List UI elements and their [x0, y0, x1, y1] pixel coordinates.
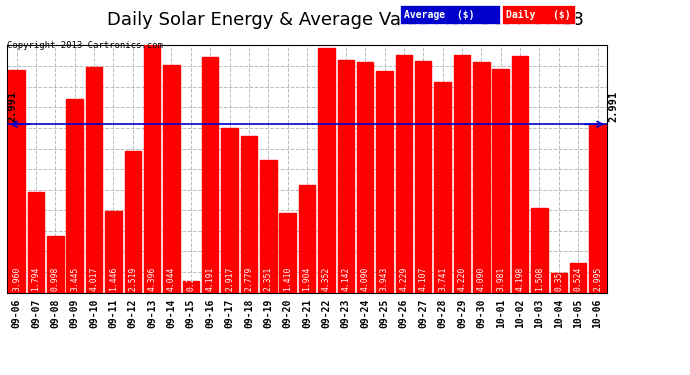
Bar [357, 62, 373, 292]
Text: 4.090: 4.090 [477, 267, 486, 291]
Text: 4.198: 4.198 [515, 267, 524, 291]
Bar [202, 57, 219, 292]
Text: 4.107: 4.107 [419, 267, 428, 291]
Text: 3.981: 3.981 [496, 267, 505, 291]
Text: 1.794: 1.794 [32, 267, 41, 291]
Text: Daily Solar Energy & Average Value Mon Oct 7 07:18: Daily Solar Energy & Average Value Mon O… [107, 11, 583, 29]
Bar [279, 213, 296, 292]
Bar [435, 82, 451, 292]
Bar [512, 56, 529, 292]
Bar [531, 208, 548, 292]
Text: 1.446: 1.446 [109, 267, 118, 291]
Text: 4.191: 4.191 [206, 267, 215, 291]
Bar [551, 273, 567, 292]
Text: Copyright 2013 Cartronics.com: Copyright 2013 Cartronics.com [7, 41, 163, 50]
Bar [493, 69, 509, 292]
Bar [47, 236, 63, 292]
Bar [570, 263, 586, 292]
Text: 4.044: 4.044 [167, 267, 176, 291]
Text: 1.508: 1.508 [535, 267, 544, 291]
Bar [299, 185, 315, 292]
Text: Daily   ($): Daily ($) [506, 10, 571, 20]
Text: 4.220: 4.220 [457, 267, 466, 291]
Bar [144, 45, 160, 292]
Text: 4.017: 4.017 [90, 267, 99, 291]
Text: 3.741: 3.741 [438, 267, 447, 291]
Text: 0.524: 0.524 [573, 267, 582, 291]
Text: 2.917: 2.917 [225, 267, 234, 291]
Bar [124, 151, 141, 292]
Bar [86, 66, 102, 292]
Bar [473, 62, 490, 292]
Bar [415, 62, 431, 292]
Text: 4.229: 4.229 [400, 267, 408, 291]
Bar [260, 160, 277, 292]
Bar [183, 281, 199, 292]
Bar [376, 71, 393, 292]
Bar [318, 48, 335, 292]
Bar [28, 192, 44, 292]
Text: 4.352: 4.352 [322, 267, 331, 291]
Bar [454, 55, 470, 292]
Text: 2.995: 2.995 [593, 267, 602, 291]
Text: 0.351: 0.351 [554, 267, 563, 291]
Text: 0.998: 0.998 [51, 267, 60, 291]
Bar [105, 211, 121, 292]
Bar [589, 124, 606, 292]
Text: 3.445: 3.445 [70, 267, 79, 291]
Text: 2.351: 2.351 [264, 267, 273, 291]
Text: 2.991: 2.991 [608, 91, 618, 122]
Text: 3.960: 3.960 [12, 267, 21, 291]
Text: 0.203: 0.203 [186, 267, 195, 291]
Bar [66, 99, 83, 292]
Bar [164, 65, 179, 292]
Text: 2.991: 2.991 [8, 91, 18, 122]
Bar [8, 70, 25, 292]
Text: 4.396: 4.396 [148, 267, 157, 291]
Text: Average  ($): Average ($) [404, 10, 474, 20]
Bar [337, 60, 354, 292]
Text: 1.410: 1.410 [283, 267, 292, 291]
Bar [241, 136, 257, 292]
Bar [395, 55, 412, 292]
Text: 2.519: 2.519 [128, 267, 137, 291]
Bar [221, 128, 238, 292]
Text: 1.904: 1.904 [302, 267, 312, 291]
Text: 3.943: 3.943 [380, 267, 389, 291]
Text: 2.779: 2.779 [244, 267, 253, 291]
Text: 4.142: 4.142 [342, 267, 351, 291]
Text: 4.090: 4.090 [361, 267, 370, 291]
